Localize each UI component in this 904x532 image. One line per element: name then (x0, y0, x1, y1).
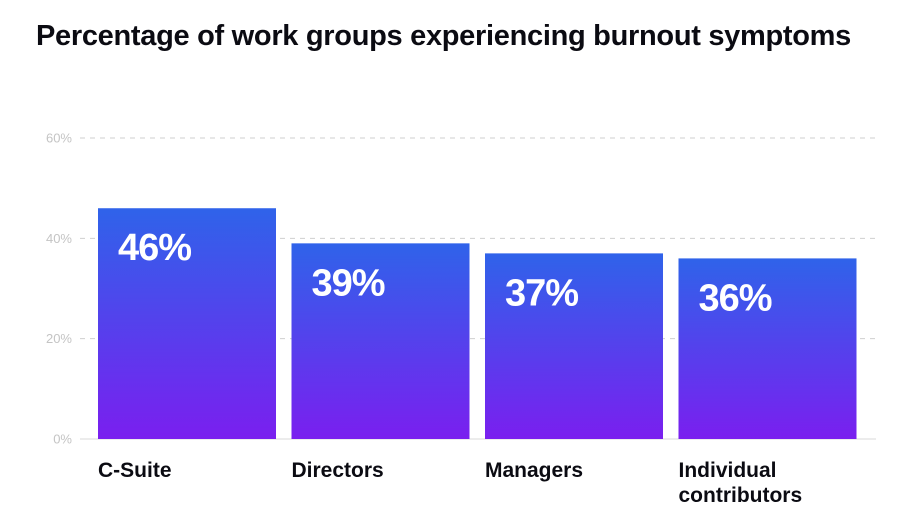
bar-value-label: 36% (699, 277, 772, 319)
x-category-label: Individual (679, 459, 777, 482)
x-category-label: Directors (292, 459, 384, 482)
bar (485, 253, 663, 439)
chart-title: Percentage of work groups experiencing b… (36, 20, 851, 52)
y-tick-label: 20% (46, 331, 72, 346)
bar (98, 208, 276, 439)
x-category-label: contributors (679, 484, 803, 507)
y-tick-label: 60% (46, 131, 72, 146)
bar-value-label: 39% (312, 262, 385, 304)
bar-value-label: 37% (505, 272, 578, 314)
bar-layer: 46% 39% 37% 36% (98, 208, 857, 439)
x-category-label: Managers (485, 459, 583, 482)
x-category-label: C-Suite (98, 459, 172, 482)
bar-value-label: 46% (118, 227, 191, 269)
bar (291, 243, 470, 439)
y-tick-label: 40% (46, 231, 72, 246)
y-tick-label: 0% (53, 432, 72, 447)
bar (678, 258, 857, 439)
category-label-layer: C-Suite Directors Managers Individualcontri… (98, 459, 802, 507)
